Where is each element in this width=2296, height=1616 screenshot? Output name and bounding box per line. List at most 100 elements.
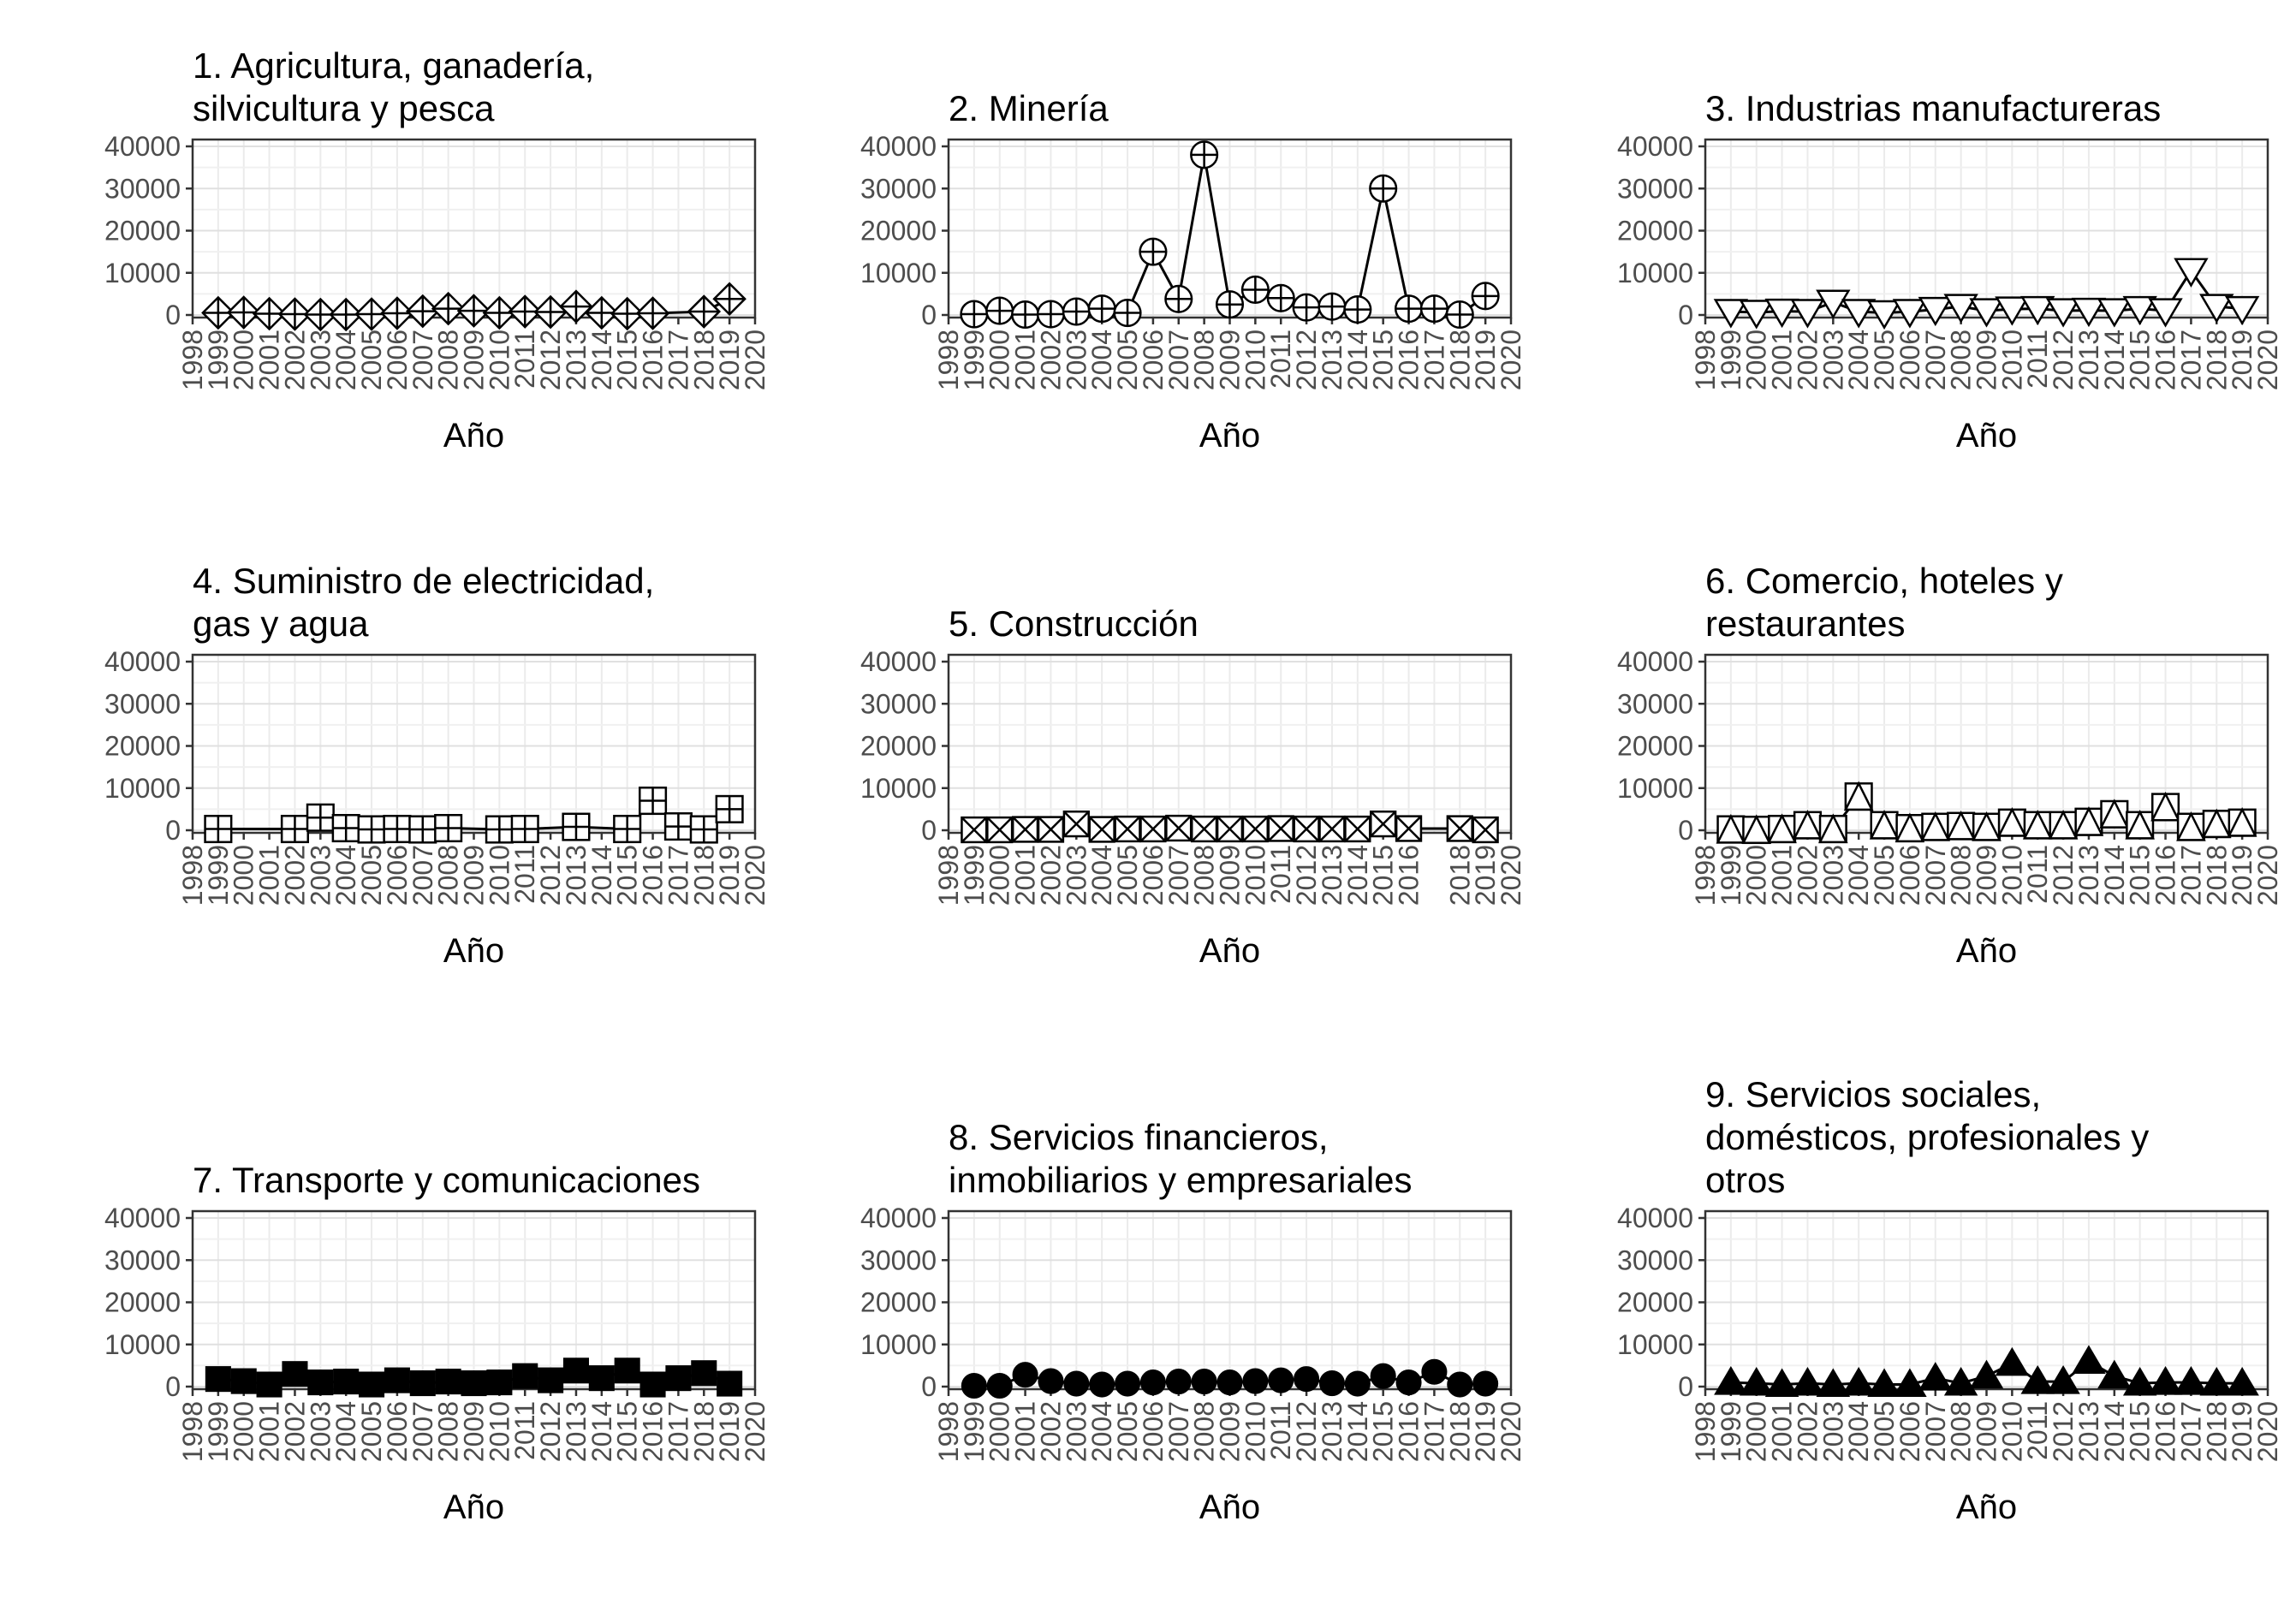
panel-3: 3. Industrias manufactureras 0 10000 20000 3… (1617, 88, 2283, 454)
x-tick-label: 2014 (1342, 845, 1373, 906)
marker-stroke (1216, 816, 1243, 842)
marker-shape (1892, 299, 1928, 329)
marker-shape (2099, 799, 2130, 829)
data-point (985, 296, 1014, 325)
data-point (2199, 1366, 2234, 1396)
x-tick-label: 2006 (382, 1401, 413, 1462)
x-tick-label: 2013 (2073, 1401, 2104, 1462)
panel-2: 2. Minería010000200003000040000199819992… (860, 88, 1526, 454)
data-point (1969, 298, 2004, 328)
data-point (2201, 808, 2232, 839)
data-point (1190, 815, 1218, 843)
x-tick-label: 2013 (2073, 845, 2104, 906)
data-point (456, 294, 491, 328)
data-point (1997, 807, 2027, 837)
x-tick-label: 2009 (1972, 1401, 2002, 1462)
y-tick-label: 30000 (104, 688, 181, 719)
x-tick-label: 2015 (2125, 1401, 2156, 1462)
x-tick-label: 2004 (1086, 330, 1117, 390)
data-point (715, 794, 744, 823)
x-tick-label: 2018 (2201, 845, 2232, 906)
x-tick-label: 1999 (203, 1401, 234, 1462)
x-axis-title: Año (1956, 932, 2017, 970)
x-tick-label: 2007 (407, 1401, 438, 1462)
x-tick-label: 2020 (740, 330, 770, 390)
data-point (1920, 811, 1951, 841)
y-tick-label: 0 (165, 815, 181, 846)
marker-shape (614, 1358, 640, 1384)
x-tick-label: 2006 (1138, 1401, 1169, 1462)
x-tick-label: 2017 (2175, 845, 2206, 906)
panel-title: restaurantes (1705, 603, 1905, 644)
data-point (380, 296, 414, 330)
panel-title: inmobiliarios y empresariales (949, 1160, 1413, 1200)
marker-stroke (1395, 815, 1422, 842)
data-point (1894, 812, 1925, 843)
marker-shape (2227, 807, 2257, 837)
x-tick-label: 2004 (330, 330, 361, 390)
y-tick-label: 0 (165, 1371, 181, 1402)
data-point (1943, 294, 1978, 324)
marker-shape (961, 1372, 987, 1399)
x-tick-label: 2018 (688, 845, 719, 906)
data-point (406, 294, 440, 329)
x-tick-label: 2019 (1470, 1401, 1501, 1462)
x-tick-label: 2010 (1996, 1401, 2027, 1462)
x-tick-label: 2000 (229, 330, 259, 390)
x-tick-label: 2019 (714, 845, 745, 906)
y-tick-label: 40000 (104, 1203, 181, 1233)
marker-stroke (1293, 816, 1320, 842)
x-tick-label: 2007 (407, 845, 438, 906)
x-tick-label: 2015 (612, 1401, 643, 1462)
x-tick-label: 2018 (2201, 1401, 2232, 1462)
marker-shape (1816, 289, 1851, 319)
data-point (1370, 1363, 1396, 1389)
data-point (1790, 299, 1825, 329)
x-tick-label: 2006 (382, 845, 413, 906)
marker-shape (333, 1369, 360, 1395)
data-point (665, 1365, 692, 1392)
marker-shape (665, 1365, 692, 1392)
data-point (1318, 1370, 1345, 1397)
data-point (1816, 289, 1851, 319)
y-tick-label: 20000 (860, 1287, 937, 1318)
x-tick-label: 1999 (203, 330, 234, 390)
marker-shape (2176, 811, 2206, 841)
x-tick-label: 2013 (1317, 845, 1347, 906)
x-tick-label: 1998 (933, 330, 964, 390)
data-point (1165, 814, 1193, 842)
x-tick-label: 2005 (1869, 1401, 1900, 1462)
marker-shape (1869, 809, 1900, 840)
y-tick-label: 30000 (860, 1245, 937, 1275)
x-tick-label: 2009 (1972, 330, 2002, 390)
marker-shape (2122, 1366, 2157, 1396)
x-tick-label: 2000 (229, 845, 259, 906)
marker-shape (1920, 811, 1951, 841)
x-tick-label: 2012 (2048, 330, 2079, 390)
y-tick-label: 30000 (1617, 1245, 1693, 1275)
marker-shape (2071, 297, 2107, 328)
panel-title: 6. Comercio, hoteles y (1705, 561, 2063, 601)
x-tick-label: 2006 (1138, 845, 1169, 906)
x-tick-label: 2008 (1946, 330, 1977, 390)
marker-shape (1969, 298, 2004, 328)
x-tick-label: 1998 (1690, 1401, 1721, 1462)
x-tick-label: 2011 (1265, 1401, 1296, 1460)
y-tick-label: 0 (921, 1371, 937, 1402)
marker-shape (2097, 298, 2132, 328)
data-point (2150, 791, 2180, 822)
x-tick-label: 2017 (2175, 1401, 2206, 1462)
marker-shape (1767, 813, 1797, 844)
data-point (409, 1370, 436, 1397)
x-tick-label: 1998 (933, 1401, 964, 1462)
x-tick-label: 2013 (561, 330, 592, 390)
marker-shape (1969, 1359, 2004, 1389)
marker-shape (986, 1372, 1013, 1399)
marker-shape (2048, 809, 2079, 840)
x-tick-label: 2002 (279, 330, 310, 390)
data-point (2125, 809, 2156, 840)
y-tick-label: 10000 (1617, 1329, 1693, 1360)
x-tick-label: 2001 (254, 845, 285, 906)
x-tick-label: 2002 (1035, 1401, 1066, 1462)
